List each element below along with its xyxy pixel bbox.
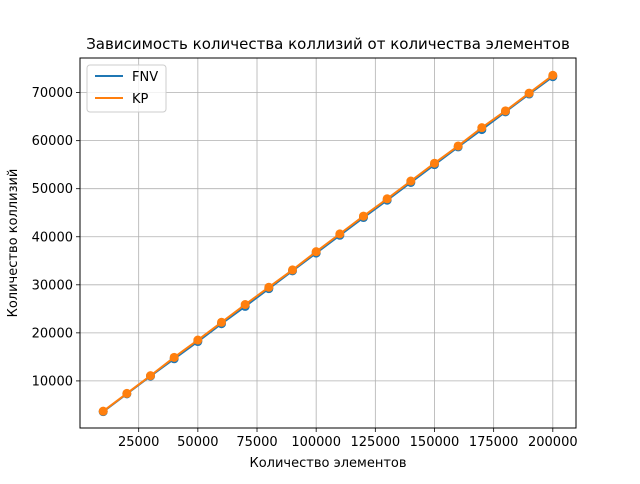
x-tick-label: 50000 bbox=[177, 435, 218, 450]
data-point-kp bbox=[311, 247, 321, 257]
data-point-kp bbox=[240, 300, 250, 310]
series-layer bbox=[98, 70, 558, 417]
series-kp bbox=[98, 70, 558, 416]
data-point-kp bbox=[453, 141, 463, 151]
data-point-kp bbox=[193, 335, 203, 345]
y-tick-label: 40000 bbox=[32, 230, 73, 245]
legend-label-fnv: FNV bbox=[132, 70, 158, 85]
x-tick-label: 175000 bbox=[469, 435, 519, 450]
data-point-kp bbox=[264, 282, 274, 292]
data-point-kp bbox=[359, 211, 368, 221]
data-point-kp bbox=[335, 229, 345, 239]
grid-layer bbox=[80, 58, 576, 428]
chart-title: Зависимость количества коллизий от колич… bbox=[86, 35, 570, 53]
data-point-kp bbox=[288, 265, 297, 275]
series-line-kp bbox=[102, 74, 554, 412]
y-tick-label: 70000 bbox=[32, 86, 73, 101]
y-tick-label: 60000 bbox=[32, 134, 73, 149]
data-point-kp bbox=[406, 176, 416, 186]
data-point-kp bbox=[382, 194, 392, 204]
data-point-kp bbox=[98, 406, 108, 416]
data-point-kp bbox=[524, 88, 534, 98]
x-tick-label: 75000 bbox=[236, 435, 277, 450]
y-tick-label: 50000 bbox=[32, 182, 73, 197]
x-tick-label: 150000 bbox=[410, 435, 460, 450]
x-tick-label: 200000 bbox=[528, 435, 578, 450]
data-point-kp bbox=[217, 317, 227, 327]
legend: FNV KP bbox=[86, 64, 167, 113]
legend-label-kp: KP bbox=[132, 92, 149, 107]
x-axis-label: Количество элементов bbox=[249, 456, 406, 471]
data-point-kp bbox=[429, 158, 439, 168]
y-tick-label: 10000 bbox=[32, 374, 73, 389]
x-tick-label: 125000 bbox=[351, 435, 401, 450]
data-point-kp bbox=[146, 371, 156, 381]
plot-frame bbox=[79, 57, 577, 429]
x-tick-label: 100000 bbox=[291, 435, 341, 450]
y-tick-label: 20000 bbox=[32, 326, 73, 341]
y-tick-label: 30000 bbox=[32, 278, 73, 293]
data-point-kp bbox=[548, 70, 558, 80]
data-point-kp bbox=[169, 352, 179, 362]
y-axis-label: Количество коллизий bbox=[6, 169, 21, 318]
axis-layer: 25000 50000 75000 100000 125000 150000 175000 2… bbox=[32, 86, 578, 450]
data-point-kp bbox=[477, 123, 487, 133]
data-point-kp bbox=[500, 106, 510, 116]
x-tick-label: 25000 bbox=[118, 435, 159, 450]
data-point-kp bbox=[122, 388, 132, 398]
